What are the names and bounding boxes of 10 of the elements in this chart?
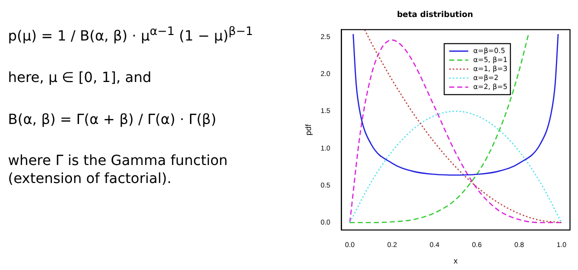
line-series	[349, 110, 562, 224]
line-series	[352, 33, 559, 176]
chart-title: beta distribution	[396, 10, 474, 19]
x-axis-title: x	[454, 256, 458, 266]
y-axis-title: pdf	[304, 123, 314, 136]
line-series	[349, 32, 530, 224]
text: B(α, β) = Γ(α + β) / Γ(α) · Γ(β)	[8, 112, 218, 130]
text: p(μ) = 1 / B(α, β) · μ$^{α−1}$ (1 − μ)$^{β−1}$	[8, 24, 254, 46]
text: here, μ ∈ [0, 1], and	[8, 70, 152, 88]
text: where Γ is the Gamma function (extension of factorial).	[8, 153, 229, 188]
